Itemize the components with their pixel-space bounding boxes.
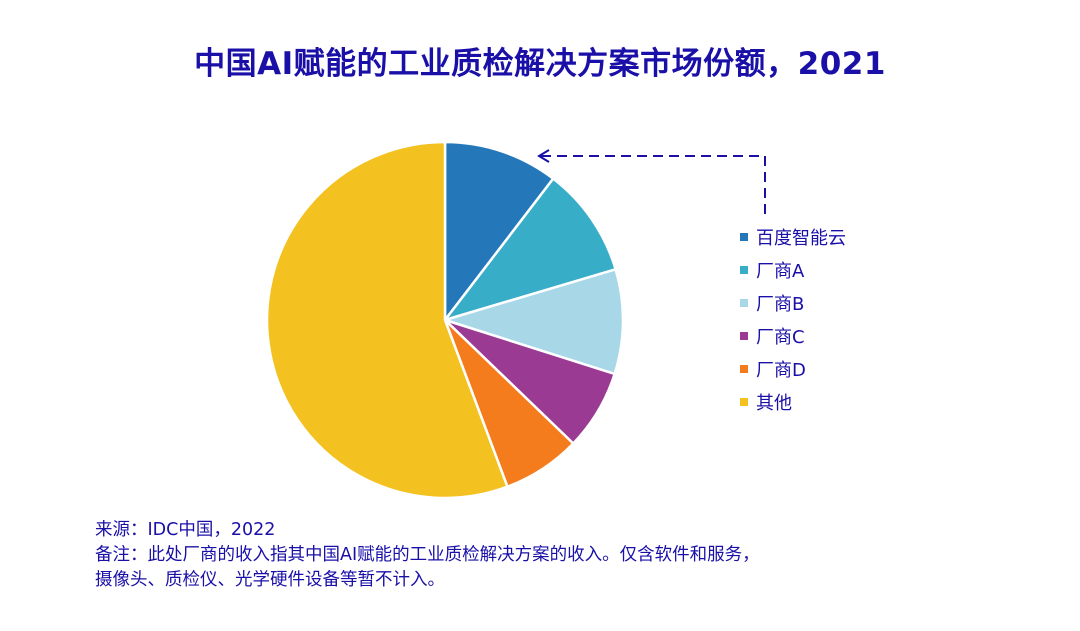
legend-swatch [740, 232, 748, 241]
slice-vendor-a [443, 177, 617, 322]
legend-item-vendor-d: 厂商D [740, 352, 846, 385]
source-text: 来源：IDC中国，2022 [95, 520, 276, 540]
slice-others [265, 140, 509, 500]
slice-vendor-b [443, 268, 625, 376]
footnote: 来源：IDC中国，2022 备注：此处厂商的收入指其中国AI赋能的工业质检解决方… [95, 518, 760, 593]
pie-slices [265, 140, 625, 500]
slice-baidu [443, 140, 555, 322]
legend-item-vendor-c: 厂商C [740, 319, 846, 352]
legend-swatch [740, 364, 748, 373]
legend-item-vendor-b: 厂商B [740, 286, 846, 319]
legend-swatch [740, 298, 748, 307]
legend-label: 其他 [756, 392, 792, 414]
chart-title: 中国AI赋能的工业质检解决方案市场份额，2021 [194, 46, 886, 82]
legend-item-baidu: 百度智能云 [740, 220, 846, 253]
callout-arrow [537, 149, 766, 218]
legend-label: 厂商D [756, 359, 806, 381]
legend-item-vendor-a: 厂商A [740, 253, 846, 286]
legend-label: 厂商A [756, 260, 805, 282]
legend-label: 厂商B [756, 293, 805, 315]
legend-swatch [740, 397, 748, 406]
legend-swatch [740, 265, 748, 274]
chart-legend: 百度智能云 厂商A 厂商B 厂商C 厂商D 其他 [740, 220, 846, 418]
legend-item-others: 其他 [740, 385, 846, 418]
legend-swatch [740, 331, 748, 340]
note-text-line1: 备注：此处厂商的收入指其中国AI赋能的工业质检解决方案的收入。仅含软件和服务， [95, 545, 760, 565]
legend-label: 百度智能云 [756, 227, 846, 249]
note-text-line2: 摄像头、质检仪、光学硬件设备等暂不计入。 [95, 570, 445, 590]
legend-label: 厂商C [756, 326, 805, 348]
